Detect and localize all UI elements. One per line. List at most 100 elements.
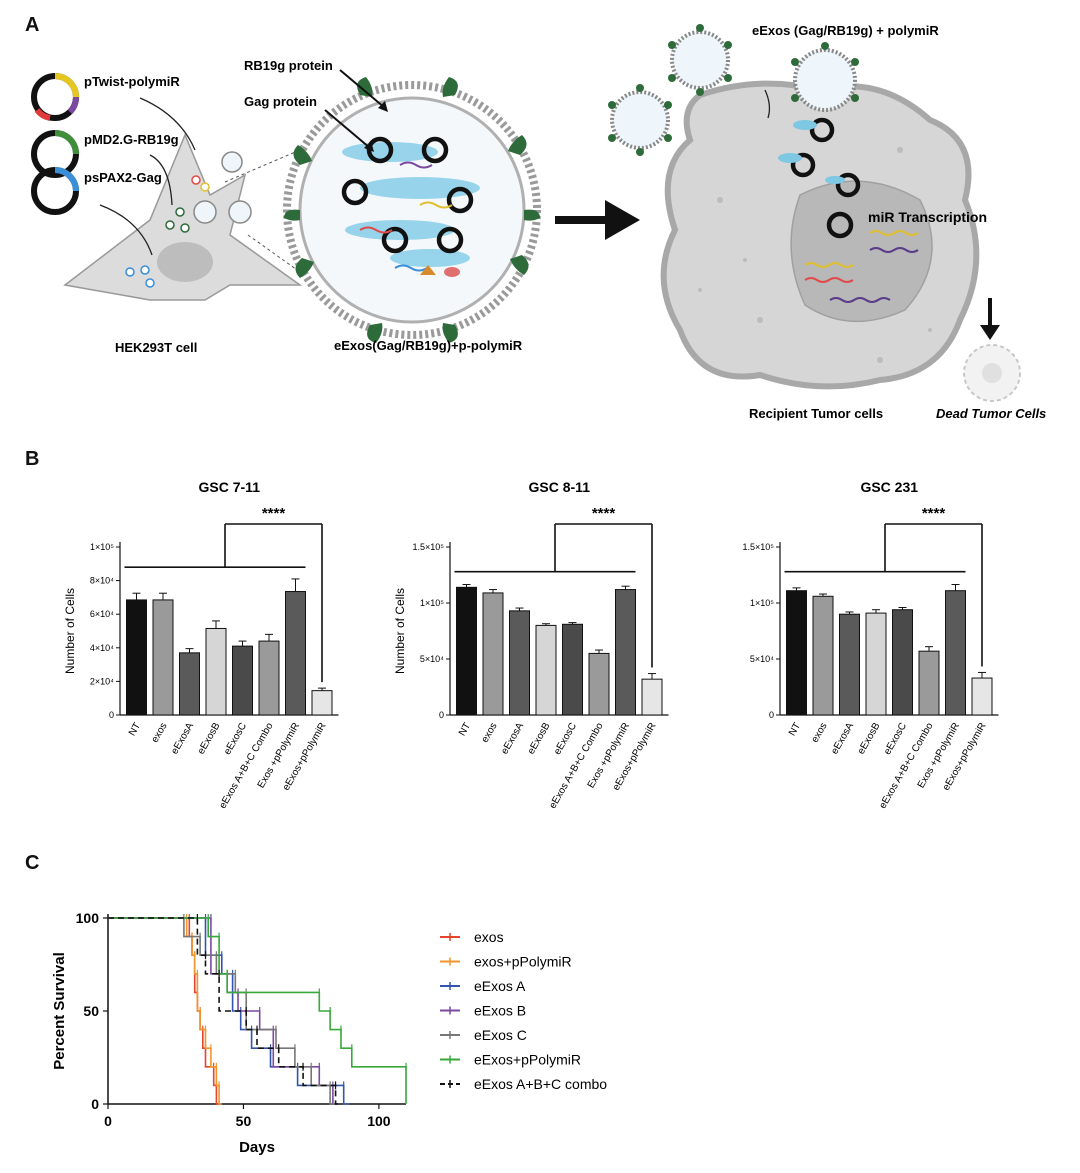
survival-curve <box>108 917 407 1104</box>
bar-chart-gsc-7-11: GSC 7-11 Number of Cells 0 2×10⁴ 4×10⁴ 6×10⁴ 8… <box>63 479 339 811</box>
y-tick-label: 1×10⁵ <box>420 598 444 608</box>
bar <box>971 677 993 716</box>
y-tick-label: 100 <box>76 910 100 926</box>
legend-label: eExos B <box>474 1003 526 1019</box>
x-tick-label: NT <box>127 721 143 738</box>
gag-label: Gag protein <box>244 94 317 109</box>
y-axis-label: Percent Survival <box>51 952 68 1070</box>
x-tick-label: exos <box>810 721 830 745</box>
bar <box>786 590 807 716</box>
mir-transcripts <box>804 230 919 303</box>
x-tick-label: eExosC <box>222 721 249 757</box>
bar <box>615 589 636 716</box>
x-tick-label: eExosC <box>552 721 579 757</box>
bar <box>232 645 253 716</box>
uptake-arrow <box>764 89 771 119</box>
legend-label: eExos C <box>474 1027 527 1043</box>
y-tick-label: 0 <box>91 1096 99 1112</box>
plasmid-arrows <box>99 97 196 256</box>
uptake-label: eExos (Gag/RB19g) + polymiR <box>752 23 939 38</box>
x-tick-label: 0 <box>104 1113 112 1129</box>
x-tick-label: 100 <box>367 1113 391 1129</box>
survival-chart: 0 50 100 0 50 100 Days Percent Survival exos exos… <box>51 910 607 1156</box>
x-tick-label: eExosC <box>882 721 909 757</box>
survival-curve <box>108 917 220 1105</box>
y-tick-label: 5×10⁴ <box>420 654 444 664</box>
bar <box>839 613 860 716</box>
legend-label: exos+pPolymiR <box>474 954 572 970</box>
plasmid-label-ptwist: pTwist-polymiR <box>84 74 180 89</box>
x-tick-label: 50 <box>236 1113 252 1129</box>
significance-label: **** <box>922 505 946 522</box>
y-tick-label: 0 <box>109 710 114 720</box>
tumor-nucleus <box>790 180 933 323</box>
uptake-exosomes <box>608 24 859 156</box>
legend-label: eExos+pPolymiR <box>474 1052 581 1068</box>
dead-cells-label: Dead Tumor Cells <box>936 406 1046 421</box>
bar <box>641 678 663 716</box>
bar <box>258 640 280 716</box>
bar <box>509 610 530 716</box>
bar-chart-gsc-8-11: GSC 8-11 Number of Cells 0 5×10⁴ 1×10⁵ 1.5×10… <box>393 479 669 811</box>
bar <box>205 627 227 716</box>
plasmid-pmd2g-icon <box>31 130 79 178</box>
panel-letter-a: A <box>25 14 40 36</box>
x-axis-label: Days <box>239 1139 275 1156</box>
bar <box>285 591 306 716</box>
recipient-label: Recipient Tumor cells <box>749 406 883 421</box>
x-tick-label: eExosA <box>499 721 526 757</box>
zoom-line-bottom <box>247 234 301 273</box>
tumor-gag-fragments <box>778 120 845 184</box>
bar <box>152 599 174 716</box>
death-arrow-head <box>980 325 1000 340</box>
bar <box>892 609 913 716</box>
y-axis-label: Number of Cells <box>63 588 77 674</box>
budding-exosomes <box>193 151 252 224</box>
chart-title: GSC 7-11 <box>199 479 261 495</box>
rb19g-label: RB19g protein <box>244 58 333 73</box>
y-tick-label: 0 <box>439 710 444 720</box>
plasmid-label-pspax2: psPAX2-Gag <box>84 170 162 185</box>
plasmid-ptwist-icon <box>31 73 79 121</box>
tumor-plasmids <box>790 117 861 239</box>
plasmid-label-pmd2g: pMD2.G-RB19g <box>84 132 179 147</box>
bar <box>588 652 610 716</box>
bar <box>482 592 504 716</box>
plasmid-pspax2-icon <box>31 167 79 215</box>
y-tick-label: 1×10⁵ <box>750 598 774 608</box>
transcription-label: miR Transcription <box>868 209 987 225</box>
y-tick-label: 6×10⁴ <box>90 609 114 619</box>
y-tick-label: 5×10⁴ <box>750 654 774 664</box>
y-tick-label: 2×10⁴ <box>90 676 114 686</box>
x-tick-label: eExosA <box>829 721 856 757</box>
bar <box>812 595 834 716</box>
panel-letter-b: B <box>25 448 40 470</box>
bar <box>562 623 583 716</box>
exosome-label: eExos(Gag/RB19g)+p-polymiR <box>334 338 523 353</box>
bar <box>945 590 966 716</box>
process-arrow <box>555 200 640 240</box>
legend-label: exos <box>474 929 504 945</box>
bar <box>865 612 887 716</box>
hek-vesicles <box>125 175 210 288</box>
panel-letter-c: C <box>25 852 40 874</box>
chart-title: GSC 231 <box>860 479 918 495</box>
y-tick-label: 4×10⁴ <box>90 643 114 653</box>
bar <box>535 624 557 716</box>
bar <box>311 690 333 716</box>
chart-title: GSC 8-11 <box>529 479 591 495</box>
hek-cell-label: HEK293T cell <box>115 340 197 355</box>
y-tick-label: 8×10⁴ <box>90 576 114 586</box>
bar <box>179 652 200 716</box>
y-tick-label: 1.5×10⁵ <box>412 542 444 552</box>
zoom-line-top <box>224 149 301 183</box>
bar <box>456 586 477 716</box>
y-tick-label: 50 <box>83 1003 99 1019</box>
hek-nucleus <box>157 242 213 282</box>
y-axis-label: Number of Cells <box>393 588 407 674</box>
x-tick-label: NT <box>787 721 803 738</box>
hek293t-cell-shape <box>63 133 303 301</box>
y-tick-label: 1×10⁵ <box>90 542 114 552</box>
y-tick-label: 0 <box>769 710 774 720</box>
